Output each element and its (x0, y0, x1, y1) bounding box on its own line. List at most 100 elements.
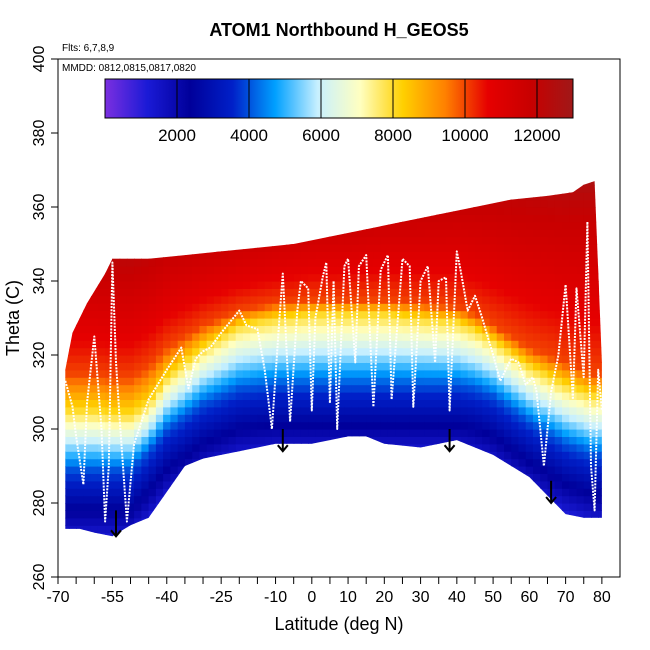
heatmap-cell (438, 303, 447, 312)
heatmap-cell (322, 355, 331, 363)
heatmap-cell (344, 310, 353, 319)
heatmap-cell (242, 244, 251, 252)
heatmap-cell (525, 473, 534, 482)
heatmap-cell (271, 466, 280, 474)
heatmap-cell (576, 503, 585, 511)
heatmap-cell (141, 244, 150, 252)
heatmap-cell (547, 525, 556, 534)
heatmap-cell (170, 473, 179, 482)
heatmap-cell (329, 221, 338, 230)
heatmap-cell (235, 510, 244, 519)
heatmap-cell (576, 199, 585, 208)
heatmap-cell (300, 399, 309, 408)
heatmap-cell (184, 510, 193, 519)
heatmap-cell (518, 429, 527, 437)
heatmap-cell (344, 355, 353, 363)
heatmap-cell (105, 495, 113, 504)
heatmap-cell (279, 258, 288, 267)
heatmap-cell (134, 266, 142, 275)
heatmap-cell (583, 443, 592, 452)
heatmap-cell (300, 532, 309, 537)
heatmap-cell (192, 192, 201, 201)
heatmap-cell (496, 406, 505, 415)
heatmap-cell (591, 488, 599, 497)
heatmap-cell (213, 295, 222, 304)
heatmap-cell (351, 318, 360, 326)
heatmap-cell (329, 429, 338, 437)
heatmap-cell (583, 384, 592, 393)
heatmap-cell (97, 266, 106, 275)
heatmap-cell (184, 207, 193, 215)
heatmap-cell (329, 318, 338, 326)
heatmap-cell (279, 214, 288, 223)
heatmap-cell (163, 473, 171, 482)
heatmap-cell (286, 473, 295, 482)
heatmap-cell (351, 525, 360, 534)
heatmap-cell (271, 192, 280, 201)
heatmap-cell (308, 503, 317, 511)
heatmap-cell (438, 473, 447, 482)
heatmap-cell (228, 310, 237, 319)
heatmap-cell (482, 229, 491, 238)
heatmap-cell (366, 288, 375, 297)
heatmap-cell (170, 288, 179, 297)
heatmap-cell (213, 236, 222, 245)
heatmap-cell (163, 503, 171, 511)
heatmap-cell (431, 473, 440, 482)
heatmap-cell (576, 406, 585, 415)
heatmap-cell (525, 429, 534, 437)
heatmap-cell (431, 207, 440, 215)
heatmap-cell (518, 325, 527, 334)
heatmap-cell (192, 347, 201, 356)
heatmap-cell (206, 266, 215, 275)
heatmap-cell (409, 184, 418, 193)
heatmap-cell (213, 510, 222, 519)
heatmap-cell (431, 369, 440, 378)
heatmap-cell (569, 451, 578, 460)
heatmap-cell (395, 392, 404, 400)
heatmap-cell (475, 258, 483, 267)
heatmap-cell (119, 525, 128, 534)
heatmap-cell (235, 266, 244, 275)
heatmap-cell (576, 295, 585, 304)
heatmap-cell (83, 288, 92, 297)
heatmap-cell (432, 170, 440, 178)
heatmap-cell (409, 510, 418, 519)
heatmap-cell (525, 369, 534, 378)
heatmap-cell (482, 192, 491, 201)
heatmap-cell (554, 517, 563, 526)
heatmap-cell (402, 181, 411, 186)
heatmap-cell (141, 340, 150, 349)
heatmap-cell (576, 510, 585, 519)
heatmap-cell (533, 480, 541, 489)
heatmap-cell (446, 214, 454, 223)
heatmap-cell (141, 525, 150, 534)
heatmap-cell (533, 488, 541, 497)
heatmap-cell (184, 288, 193, 297)
heatmap-cell (119, 443, 128, 452)
heatmap-cell (163, 310, 171, 319)
heatmap-cell (90, 295, 99, 304)
heatmap-cell (395, 443, 404, 452)
heatmap-cell (76, 392, 84, 400)
heatmap-cell (221, 384, 230, 393)
heatmap-cell (344, 443, 353, 452)
heatmap-cell (213, 340, 222, 349)
heatmap-cell (199, 221, 208, 230)
heatmap-cell (352, 170, 360, 178)
heatmap-cell (344, 369, 353, 378)
heatmap-cell (387, 251, 396, 260)
heatmap-cell (424, 473, 433, 482)
heatmap-cell (177, 525, 186, 534)
heatmap-cell (417, 184, 425, 193)
heatmap-cell (177, 429, 186, 437)
heatmap-cell (83, 199, 92, 208)
heatmap-cell (250, 488, 259, 497)
heatmap-cell (591, 355, 599, 363)
heatmap-cell (562, 532, 570, 537)
heatmap-cell (177, 480, 186, 489)
heatmap-cell (155, 340, 164, 349)
heatmap-cell (569, 251, 578, 260)
heatmap-cell (177, 421, 186, 430)
heatmap-cell (148, 207, 157, 215)
